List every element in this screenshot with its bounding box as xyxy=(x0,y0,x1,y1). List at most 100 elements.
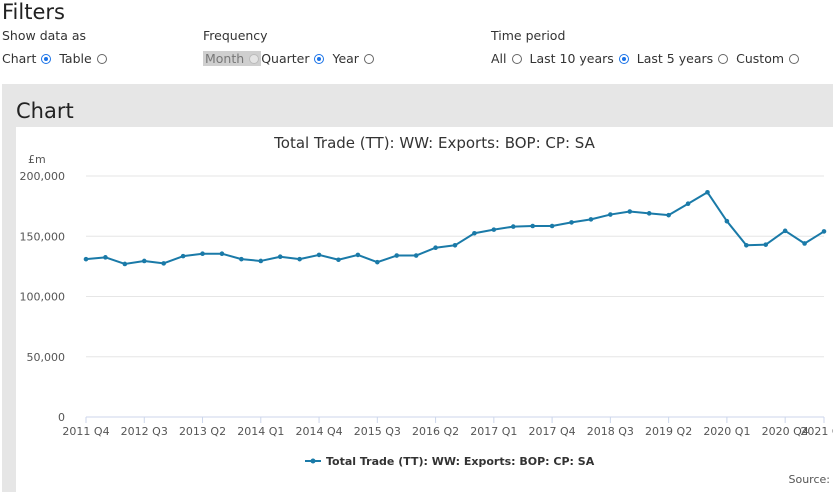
y-tick-label: 0 xyxy=(58,411,65,424)
x-tick-label: 2012 Q3 xyxy=(121,425,168,438)
option-label: Last 5 years xyxy=(636,51,714,66)
data-point xyxy=(627,209,633,214)
data-point xyxy=(103,255,108,260)
data-point xyxy=(277,254,283,260)
data-point xyxy=(258,258,264,264)
x-tick-label: 2018 Q3 xyxy=(587,425,634,438)
data-point xyxy=(666,212,671,218)
option-last-10-years[interactable]: Last 10 years xyxy=(530,51,629,66)
data-point xyxy=(646,211,652,216)
radio-button[interactable] xyxy=(96,53,107,64)
legend-label: Total Trade (TT): WW: Exports: BOP: CP: … xyxy=(326,455,595,468)
source-label: Source: xyxy=(789,473,831,486)
data-point xyxy=(724,218,730,224)
x-tick-label: 2017 Q4 xyxy=(529,425,576,438)
data-point xyxy=(510,224,516,229)
data-point xyxy=(141,258,147,264)
data-point xyxy=(122,261,128,267)
data-point xyxy=(297,256,302,262)
radio-button[interactable] xyxy=(789,53,800,64)
option-quarter[interactable]: Quarter xyxy=(261,51,325,66)
option-label: All xyxy=(491,51,507,66)
data-point xyxy=(782,228,788,234)
chart-title: Total Trade (TT): WW: Exports: BOP: CP: … xyxy=(273,134,595,152)
x-tick-label: 2014 Q1 xyxy=(237,425,284,438)
x-tick-label: 2014 Q4 xyxy=(295,425,342,438)
time-period-group: Time period All Last 10 years Last 5 years… xyxy=(491,28,807,66)
data-point xyxy=(375,259,380,265)
radio-button[interactable] xyxy=(41,53,52,64)
series-line xyxy=(85,191,825,265)
data-point xyxy=(316,252,322,258)
radio-button[interactable] xyxy=(618,53,629,64)
option-label: Quarter xyxy=(261,51,310,66)
option-label: Month xyxy=(205,51,245,66)
data-point xyxy=(161,261,166,266)
data-point xyxy=(433,245,438,250)
show-data-as-group: Show data as Chart Table xyxy=(2,28,115,66)
radio-button xyxy=(249,53,260,64)
radio-button[interactable] xyxy=(718,53,729,64)
data-point xyxy=(821,229,827,234)
x-tick-label: 2021 Q2 xyxy=(800,425,833,438)
chart-panel: Chart Total Trade (TT): WW: Exports: BOP… xyxy=(2,84,833,492)
data-point xyxy=(491,227,497,232)
radio-button[interactable] xyxy=(511,53,522,64)
x-tick-label: 2013 Q2 xyxy=(179,425,226,438)
option-label: Custom xyxy=(736,51,785,66)
option-label: Year xyxy=(332,51,359,66)
x-tick-label: 2011 Q4 xyxy=(62,425,109,438)
y-tick-label: 50,000 xyxy=(27,351,66,364)
radio-button[interactable] xyxy=(363,53,374,64)
x-tick-label: 2015 Q3 xyxy=(354,425,401,438)
data-point xyxy=(239,256,244,262)
option-all[interactable]: All xyxy=(491,51,522,66)
data-point xyxy=(744,242,749,248)
chart-heading: Chart xyxy=(16,99,74,123)
data-point xyxy=(413,253,419,258)
y-tick-label: 200,000 xyxy=(20,170,66,183)
option-table[interactable]: Table xyxy=(59,51,107,66)
x-tick-label: 2020 Q4 xyxy=(762,425,809,438)
data-point xyxy=(219,251,225,257)
filters-title: Filters xyxy=(2,0,65,24)
line-chart: Total Trade (TT): WW: Exports: BOP: CP: … xyxy=(20,134,833,486)
frequency-options: Month Quarter Year xyxy=(203,51,382,66)
data-point xyxy=(588,217,594,222)
show-data-as-label: Show data as xyxy=(2,28,87,43)
y-unit-label: £m xyxy=(28,153,46,166)
data-point xyxy=(200,251,205,257)
data-point xyxy=(608,212,613,217)
data-point xyxy=(83,256,89,262)
data-point xyxy=(549,223,555,229)
data-point xyxy=(705,189,710,195)
data-point xyxy=(472,230,477,236)
option-label: Last 10 years xyxy=(529,51,614,66)
option-label: Table xyxy=(59,51,92,66)
data-point xyxy=(452,242,458,248)
frequency-group: Frequency Month Quarter Year xyxy=(203,28,382,66)
option-label: Chart xyxy=(2,51,37,66)
data-point xyxy=(180,253,186,259)
legend-marker xyxy=(310,458,316,464)
data-point xyxy=(685,201,691,207)
data-point xyxy=(355,252,361,258)
option-chart[interactable]: Chart xyxy=(2,51,52,66)
chart-container: Total Trade (TT): WW: Exports: BOP: CP: … xyxy=(16,127,833,492)
show-data-as-options: Chart Table xyxy=(2,51,115,66)
radio-button[interactable] xyxy=(314,53,325,64)
data-point xyxy=(394,253,400,258)
x-tick-label: 2017 Q1 xyxy=(470,425,517,438)
x-tick-label: 2020 Q1 xyxy=(703,425,750,438)
option-year[interactable]: Year xyxy=(332,51,374,66)
frequency-label: Frequency xyxy=(203,28,268,43)
option-custom[interactable]: Custom xyxy=(736,51,800,66)
option-month: Month xyxy=(203,51,262,66)
data-point xyxy=(763,242,769,247)
data-point xyxy=(802,241,807,246)
option-last-5-years[interactable]: Last 5 years xyxy=(636,51,729,66)
x-tick-label: 2019 Q2 xyxy=(645,425,692,438)
y-tick-label: 150,000 xyxy=(20,230,66,243)
data-point xyxy=(530,223,535,229)
data-point xyxy=(336,257,341,263)
